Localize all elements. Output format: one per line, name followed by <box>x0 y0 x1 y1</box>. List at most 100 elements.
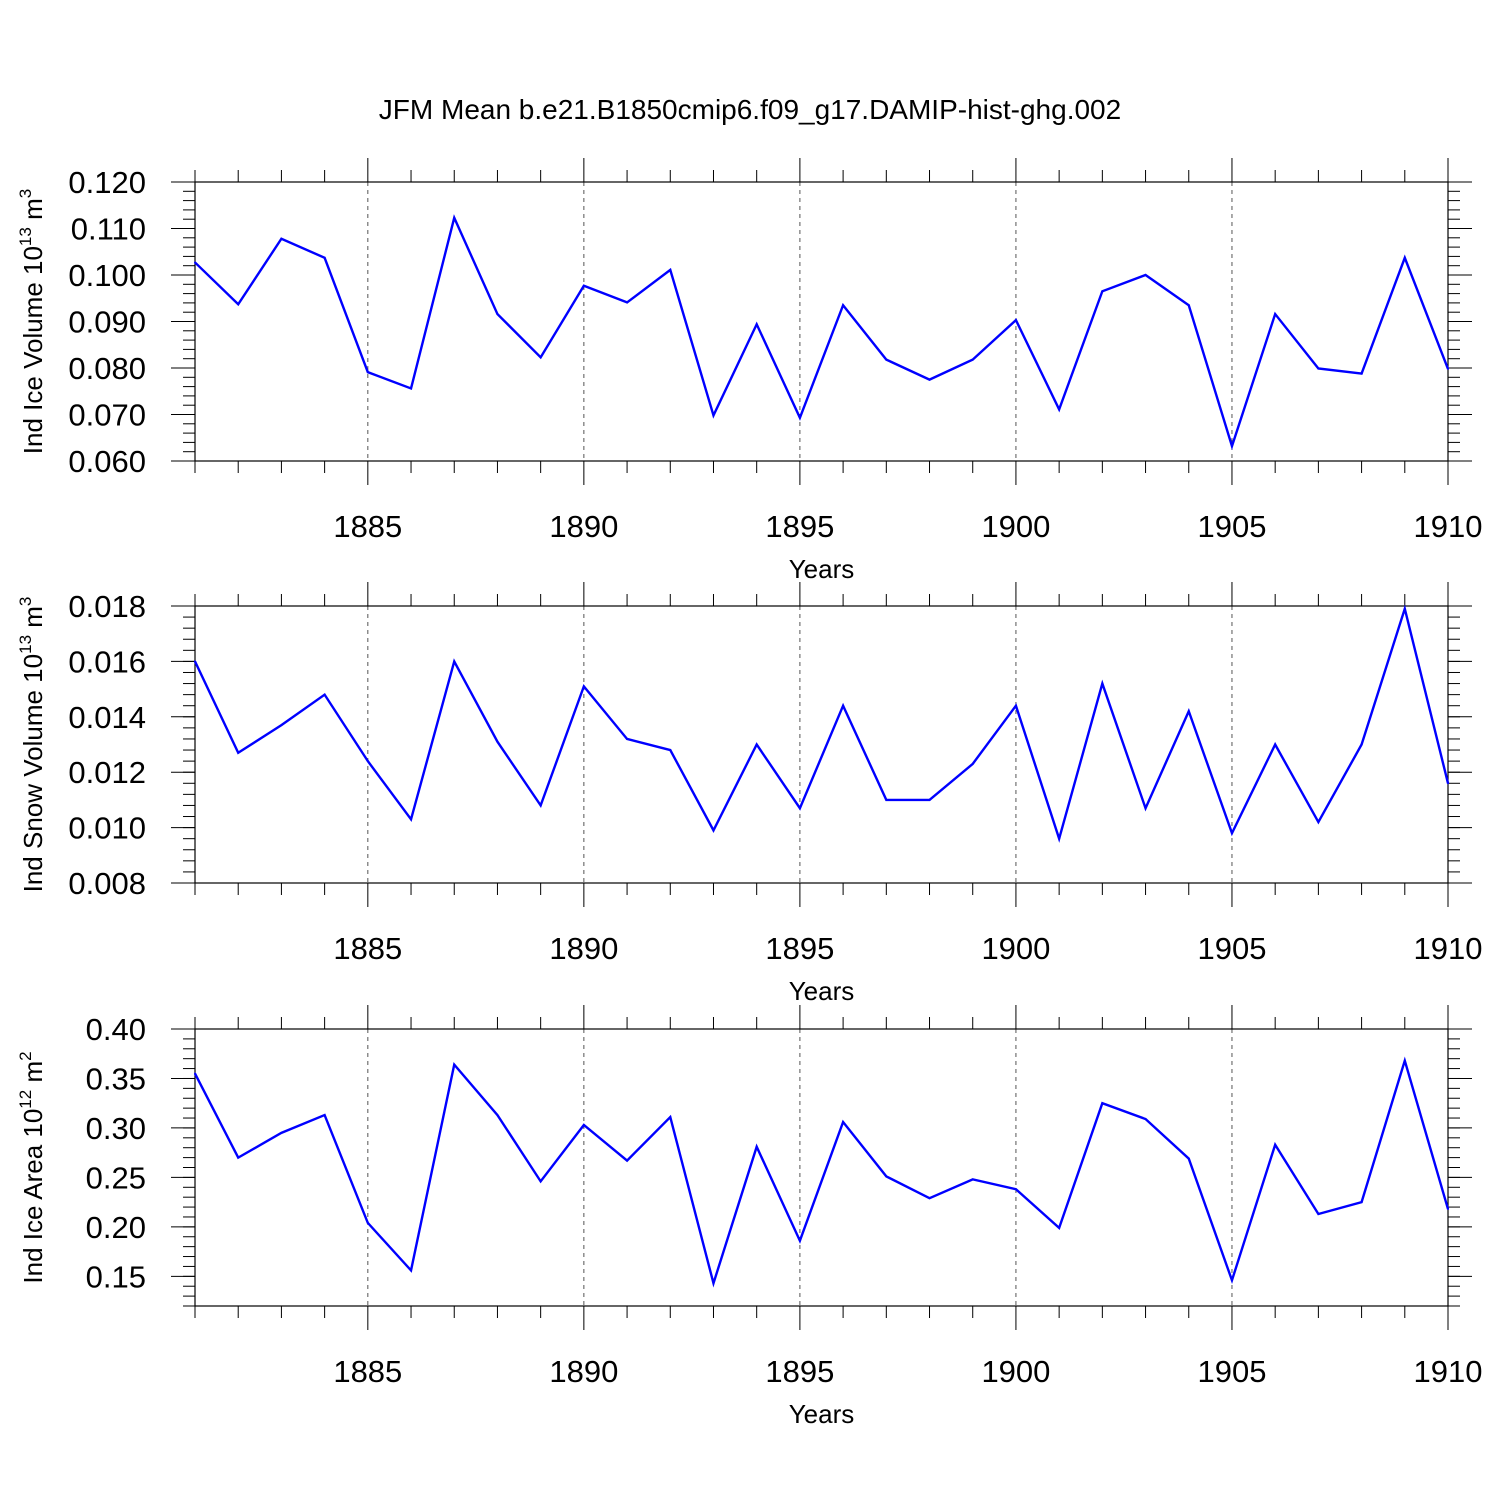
x-tick-label: 1885 <box>333 1354 402 1389</box>
x-tick-label: 1905 <box>1197 1354 1266 1389</box>
x-tick-label: 1905 <box>1197 931 1266 966</box>
plot-frame <box>194 181 1449 462</box>
data-point-1889 <box>539 356 542 359</box>
plot-frame <box>194 605 1449 884</box>
y-tick-label: 0.080 <box>68 351 146 386</box>
x-tick-label: 1910 <box>1414 931 1483 966</box>
data-point-1903 <box>1144 1118 1147 1121</box>
data-point-1906 <box>1274 1143 1277 1146</box>
data-point-1904 <box>1187 710 1190 713</box>
x-tick-label: 1900 <box>981 1354 1050 1389</box>
data-point-1886 <box>410 1269 413 1272</box>
data-point-1884 <box>323 693 326 696</box>
x-axis-label: Years <box>789 554 855 584</box>
data-point-1900 <box>1014 704 1017 707</box>
data-point-1889 <box>539 804 542 807</box>
data-point-1885 <box>366 1221 369 1224</box>
data-point-1885 <box>366 371 369 374</box>
data-point-1888 <box>496 313 499 316</box>
data-point-1892 <box>669 1116 672 1119</box>
data-point-1895 <box>798 807 801 810</box>
y-tick-label: 0.070 <box>68 398 146 433</box>
y-tick-label: 0.014 <box>68 700 146 735</box>
data-point-1896 <box>842 304 845 307</box>
data-point-1897 <box>885 798 888 801</box>
x-tick-label: 1910 <box>1414 509 1483 544</box>
data-point-1889 <box>539 1180 542 1183</box>
data-point-1885 <box>366 760 369 763</box>
data-point-1882 <box>237 303 240 306</box>
x-tick-label: 1885 <box>333 931 402 966</box>
data-point-1905 <box>1230 832 1233 835</box>
data-point-1899 <box>971 762 974 765</box>
x-tick-label: 1905 <box>1197 509 1266 544</box>
x-axis-label: Years <box>789 1399 855 1429</box>
data-point-1891 <box>626 1159 629 1162</box>
data-point-1910 <box>1447 367 1449 370</box>
y-tick-label: 0.016 <box>68 644 146 679</box>
data-point-1893 <box>712 829 715 832</box>
data-point-1890 <box>582 685 585 688</box>
data-point-1886 <box>410 818 413 821</box>
data-point-1883 <box>280 1131 283 1134</box>
data-point-1894 <box>755 323 758 326</box>
panels: 1885 1890 1895 1900 1905 1910 0.060 0.070 0.080 0… <box>16 158 1482 1429</box>
panel-2: 1885 1890 1895 1900 1905 1910 0.008 0.010 0.012 0… <box>16 582 1482 1006</box>
data-point-1903 <box>1144 274 1147 276</box>
data-point-1901 <box>1058 837 1061 840</box>
y-tick-label: 0.35 <box>86 1061 146 1096</box>
data-point-1908 <box>1360 372 1363 375</box>
data-point-1894 <box>755 1145 758 1148</box>
chart-title: JFM Mean b.e21.B1850cmip6.f09_g17.DAMIP-… <box>379 94 1121 125</box>
data-point-1904 <box>1187 304 1190 307</box>
plot-frame <box>194 1028 1449 1307</box>
data-point-1895 <box>798 1239 801 1242</box>
data-point-1902 <box>1101 682 1104 685</box>
data-point-1891 <box>626 301 629 304</box>
y-axis-label: Ind Ice Volume 1013 m3 <box>16 189 48 454</box>
x-tick-label: 1890 <box>549 931 618 966</box>
y-tick-label: 0.100 <box>68 258 146 293</box>
data-point-1903 <box>1144 807 1147 810</box>
data-point-1896 <box>842 704 845 707</box>
data-point-1881 <box>194 261 196 264</box>
data-point-1884 <box>323 1114 326 1117</box>
y-tick-label: 0.20 <box>86 1210 146 1245</box>
data-point-1909 <box>1403 256 1406 259</box>
data-point-1899 <box>971 1178 974 1181</box>
x-tick-label: 1910 <box>1414 1354 1483 1389</box>
data-point-1887 <box>453 1063 456 1066</box>
panel-3: 1885 1890 1895 1900 1905 1910 0.15 0.20 0.25 0.30… <box>16 1005 1482 1429</box>
data-line <box>194 214 1450 451</box>
data-point-1890 <box>582 1123 585 1126</box>
data-point-1888 <box>496 1114 499 1117</box>
x-tick-label: 1895 <box>765 1354 834 1389</box>
data-point-1909 <box>1403 1059 1406 1062</box>
data-point-1886 <box>410 387 413 390</box>
data-point-1887 <box>453 216 456 219</box>
data-point-1905 <box>1230 1279 1233 1282</box>
data-point-1909 <box>1403 607 1406 610</box>
data-point-1908 <box>1360 743 1363 746</box>
y-tick-label: 0.120 <box>68 165 146 200</box>
data-point-1881 <box>194 1072 196 1075</box>
data-point-1883 <box>280 724 283 727</box>
y-axis-label: Ind Ice Area 1012 m2 <box>16 1051 48 1283</box>
y-tick-label: 0.110 <box>71 212 146 247</box>
data-point-1884 <box>323 256 326 259</box>
x-tick-label: 1890 <box>549 1354 618 1389</box>
x-tick-label: 1885 <box>333 509 402 544</box>
data-point-1888 <box>496 740 499 743</box>
data-point-1905 <box>1230 445 1233 448</box>
y-tick-label: 0.30 <box>86 1111 146 1146</box>
data-point-1908 <box>1360 1201 1363 1204</box>
data-point-1893 <box>712 1282 715 1285</box>
data-line <box>193 1056 1450 1288</box>
data-point-1899 <box>971 358 974 361</box>
data-point-1895 <box>798 416 801 419</box>
panel-1: 1885 1890 1895 1900 1905 1910 0.060 0.070 0.080 0… <box>16 158 1482 584</box>
data-point-1898 <box>928 378 931 381</box>
data-point-1906 <box>1274 743 1277 746</box>
data-point-1907 <box>1317 1212 1320 1215</box>
